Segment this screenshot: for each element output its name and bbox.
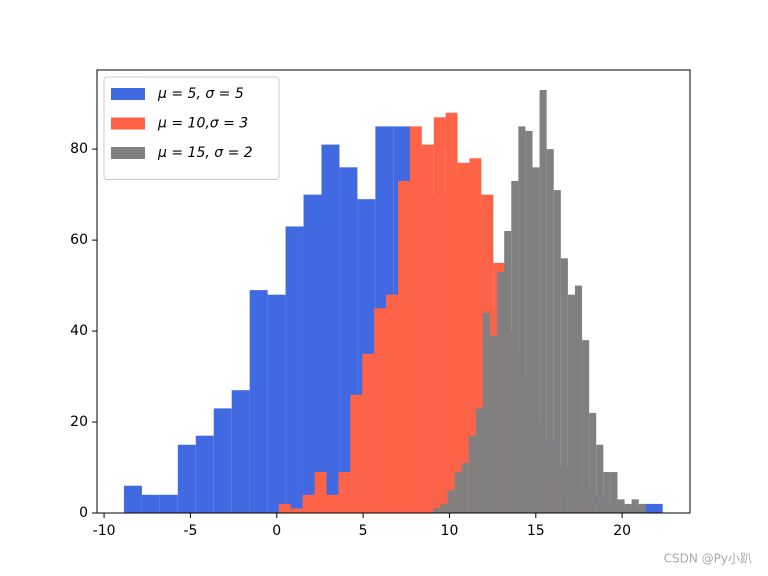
histogram-bar [362, 353, 375, 513]
x-tick-label: 5 [359, 523, 368, 539]
histogram-bar [374, 308, 387, 513]
histogram-bar [457, 162, 470, 513]
histogram-bar [589, 412, 597, 513]
histogram-bar [386, 294, 398, 513]
legend-swatch [111, 88, 145, 100]
histogram-bar [321, 144, 340, 513]
y-tick-label: 80 [70, 141, 88, 157]
histogram-bar [314, 472, 327, 513]
histogram-bar [617, 499, 625, 513]
histogram-bar [532, 167, 540, 513]
histogram-bar [468, 435, 476, 513]
histogram-bar [326, 494, 339, 513]
histogram-bar [302, 494, 315, 513]
histogram-bar [267, 294, 286, 513]
histogram-bar [433, 508, 441, 513]
histogram-bar [338, 472, 351, 513]
histogram-bar [644, 503, 663, 513]
histogram-bar [350, 394, 363, 513]
histogram-bar [631, 499, 639, 513]
histogram-bar [539, 90, 547, 513]
histogram-bar [574, 285, 583, 513]
histogram-bar [290, 508, 303, 513]
histogram-bar [285, 226, 304, 513]
legend-swatch [111, 117, 145, 130]
histogram-bar [141, 494, 160, 513]
histogram-bar [177, 444, 196, 513]
y-tick-label: 40 [70, 323, 88, 339]
x-tick-label: -5 [183, 523, 197, 539]
histogram-bar [490, 335, 498, 513]
histogram-bar [482, 312, 491, 513]
x-tick-label: -10 [93, 523, 116, 539]
histogram-bar [159, 494, 178, 513]
histogram-bar [231, 390, 250, 513]
histogram-bar [546, 149, 554, 513]
histogram-bar [440, 503, 448, 513]
histogram-bar [504, 231, 512, 513]
histogram-bar [461, 462, 469, 513]
y-tick-label: 0 [79, 505, 88, 521]
legend-swatch [111, 147, 145, 159]
watermark: CSDN @Py小趴 [664, 552, 752, 566]
histogram-bar [445, 112, 458, 513]
histogram-bar [596, 444, 604, 513]
histogram-bar [638, 503, 646, 513]
histogram-bar [603, 472, 611, 513]
histogram-bar [518, 126, 526, 514]
legend: μ = 5, σ = 5 μ = 10,σ = 3 μ = 15, σ = 2 [103, 76, 280, 180]
histogram-bar [454, 472, 462, 513]
histogram-bar [421, 144, 434, 513]
plot-frame [96, 69, 691, 514]
histogram-bar [249, 290, 268, 513]
y-tick-label: 20 [70, 414, 88, 430]
histogram-bar [303, 194, 322, 513]
x-tick-label: 20 [613, 523, 631, 539]
histogram-bar [560, 258, 568, 513]
legend-label: μ = 15, σ = 2 [157, 145, 253, 161]
histogram-bar [610, 472, 618, 513]
histogram-bar [475, 408, 483, 513]
legend-box [103, 76, 280, 180]
x-tick-label: 10 [441, 523, 459, 539]
histogram-bar [567, 294, 575, 513]
legend-label: μ = 10,σ = 3 [157, 116, 248, 132]
histogram-bar [433, 117, 446, 513]
legend-label: μ = 5, σ = 5 [157, 86, 244, 102]
histogram-bar [409, 126, 422, 514]
histogram-bar [624, 503, 632, 513]
histogram-bar [525, 130, 533, 514]
histogram-bar [123, 485, 142, 513]
histogram-bar [511, 180, 519, 513]
histogram-bar [397, 180, 410, 513]
y-tick-label: 60 [70, 232, 88, 248]
x-tick-label: 0 [272, 523, 281, 539]
histogram-bar [582, 340, 590, 513]
histogram-bar [447, 490, 455, 513]
histogram-bar [278, 503, 291, 513]
histogram-bar [195, 435, 214, 513]
histogram-bar [213, 408, 232, 513]
histogram-bar [497, 271, 505, 513]
x-tick-label: 15 [527, 523, 545, 539]
histogram-bar [469, 158, 482, 513]
histogram-bar [553, 190, 561, 514]
